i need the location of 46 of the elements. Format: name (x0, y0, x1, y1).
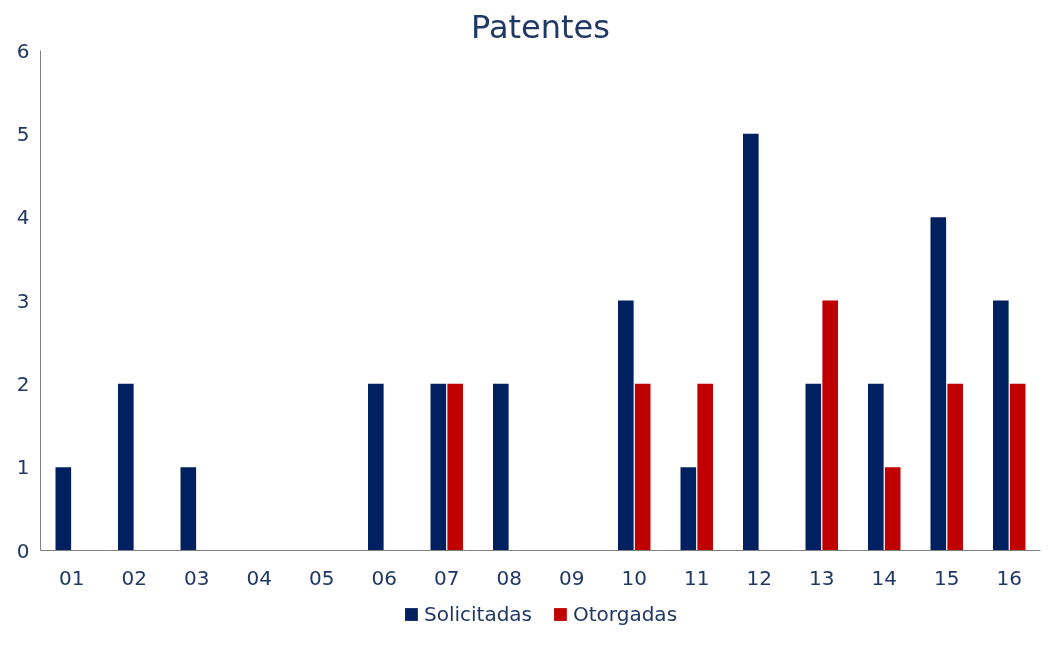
x-tick-label: 03 (184, 565, 210, 590)
bar (118, 383, 134, 551)
bar (930, 217, 947, 551)
bar (868, 383, 884, 551)
x-tick-label: 06 (371, 565, 397, 590)
bar (180, 467, 197, 551)
legend-label: Otorgadas (573, 602, 678, 626)
bar (993, 300, 1009, 551)
x-tick-label: 09 (559, 565, 585, 590)
bar (805, 383, 822, 551)
x-tick-label: 13 (809, 565, 835, 590)
bar (884, 467, 901, 551)
bar (947, 383, 963, 551)
y-tick-label: 5 (16, 121, 30, 146)
x-tick-label: 08 (496, 565, 522, 590)
y-tick-label: 4 (16, 205, 30, 230)
y-tick-label: 0 (16, 538, 30, 563)
x-tick-label: 07 (434, 565, 460, 590)
y-tick-label: 2 (16, 371, 30, 396)
x-tick-label: 12 (746, 565, 772, 590)
bar (447, 383, 463, 551)
x-tick-label: 10 (621, 565, 647, 590)
x-tick-label: 01 (59, 565, 85, 590)
legend-label: Solicitadas (423, 602, 533, 626)
chart-title: Patentes (471, 7, 610, 46)
bar (822, 300, 838, 551)
x-tick-label: 11 (684, 565, 710, 590)
y-tick-label: 1 (16, 455, 30, 480)
bar (55, 467, 72, 551)
bar (618, 300, 634, 551)
x-tick-label: 16 (996, 565, 1022, 590)
x-tick-label: 05 (309, 565, 335, 590)
y-tick-label: 3 (16, 288, 30, 313)
x-tick-label: 02 (121, 565, 147, 590)
bar (430, 383, 447, 551)
y-tick-label: 6 (16, 38, 30, 63)
bar (743, 133, 759, 551)
bar (634, 383, 651, 551)
bar (368, 383, 384, 551)
x-tick-label: 14 (871, 565, 897, 590)
bar (680, 467, 697, 551)
bar (493, 383, 509, 551)
bar (1009, 383, 1026, 551)
x-tick-label: 04 (246, 565, 272, 590)
bar (697, 383, 713, 551)
x-tick-label: 15 (934, 565, 960, 590)
